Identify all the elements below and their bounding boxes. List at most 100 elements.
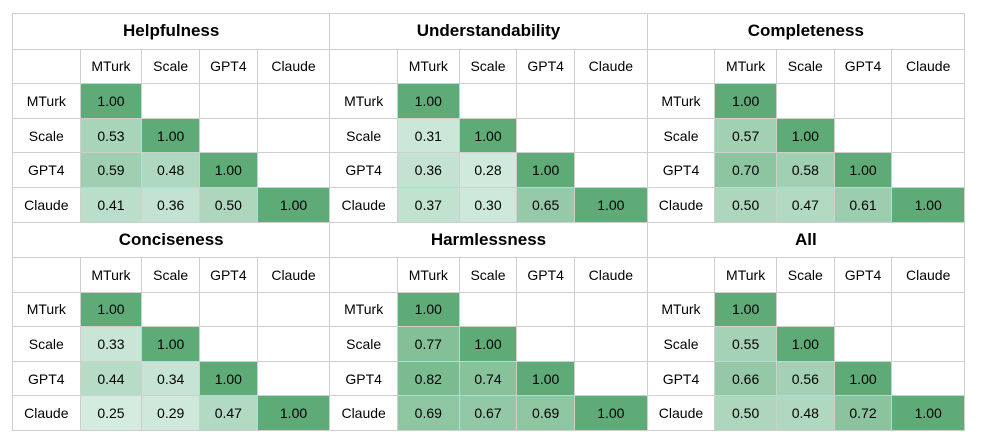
empty-cell [776,292,835,328]
heatmap-cell: 0.47 [776,187,835,223]
empty-cell [575,118,648,154]
column-header: MTurk [397,258,460,293]
column-header: Claude [892,258,965,293]
column-header: MTurk [715,258,777,293]
matrix-title: Completeness [647,14,965,50]
heatmap-cell: 0.30 [459,187,518,223]
heatmap-cell: 1.00 [397,84,460,119]
empty-cell [892,84,965,119]
empty-cell [517,327,576,362]
row-header: Claude [330,187,398,223]
row-header: Claude [330,396,398,431]
empty-cell [892,292,965,328]
heatmap-cell: 0.69 [517,396,576,431]
row-header: GPT4 [330,153,398,188]
empty-cell [200,118,258,154]
row-header: Claude [13,396,81,431]
empty-cell [517,118,576,154]
empty-cell [834,327,893,362]
heatmap-cell: 0.48 [142,153,200,188]
heatmap-cell: 1.00 [892,187,965,223]
heatmap-cell: 0.74 [459,361,518,397]
heatmap-cell: 0.31 [397,118,460,154]
heatmap-cell: 0.65 [517,187,576,223]
heatmap-cell: 0.50 [715,187,777,223]
heatmap-cell: 1.00 [257,187,331,223]
empty-cell [257,118,331,154]
empty-cell [200,292,258,328]
heatmap-cell: 0.69 [397,396,460,431]
heatmap-cell: 1.00 [200,153,258,188]
heatmap-cell: 1.00 [459,327,518,362]
corner-cell [13,258,81,293]
column-header: GPT4 [834,49,893,85]
empty-cell [575,327,648,362]
heatmap-cell: 1.00 [142,118,200,154]
heatmap-cell: 0.59 [80,153,143,188]
heatmap-cell: 1.00 [575,187,648,223]
heatmap-cell: 1.00 [715,292,777,328]
heatmap-cell: 0.58 [776,153,835,188]
column-header: Scale [459,258,518,293]
heatmap-cell: 1.00 [834,361,893,397]
column-header: MTurk [715,49,777,85]
empty-cell [575,84,648,119]
column-header: MTurk [80,258,143,293]
heatmap-cell: 0.72 [834,396,893,431]
heatmap-cell: 1.00 [892,396,965,431]
heatmap-cell: 0.50 [715,396,777,431]
matrix-title: Harmlessness [330,222,648,259]
heatmap-cell: 1.00 [517,361,576,397]
heatmap-cell: 0.36 [142,187,200,223]
empty-cell [257,292,331,328]
column-header: GPT4 [517,49,576,85]
matrix-harmlessness: Harmlessness MTurk Scale GPT4 Claude MTurk 1.0… [330,222,648,431]
corner-cell [647,258,716,293]
row-header: Claude [647,396,716,431]
empty-cell [575,292,648,328]
empty-cell [257,361,331,397]
empty-cell [892,327,965,362]
row-header: Scale [13,118,81,154]
heatmap-cell: 1.00 [776,327,835,362]
column-header: GPT4 [517,258,576,293]
empty-cell [834,84,893,119]
matrix-all: All MTurk Scale GPT4 Claude MTurk 1.00 Scale 0.5… [647,222,965,431]
matrix-title: Conciseness [13,222,331,259]
heatmap-cell: 1.00 [776,118,835,154]
empty-cell [892,118,965,154]
column-header: GPT4 [200,49,258,85]
empty-cell [459,84,518,119]
row-header: MTurk [330,84,398,119]
corner-cell [13,49,81,85]
row-header: GPT4 [13,153,81,188]
row-header: Scale [330,118,398,154]
heatmap-cell: 0.33 [80,327,143,362]
row-header: Scale [647,118,716,154]
column-header: Claude [575,258,648,293]
column-header: Scale [142,258,200,293]
column-header: Claude [575,49,648,85]
empty-cell [834,292,893,328]
row-header: Scale [13,327,81,362]
heatmap-cell: 0.82 [397,361,460,397]
empty-cell [257,84,331,119]
heatmap-cell: 1.00 [142,327,200,362]
empty-cell [200,84,258,119]
corner-cell [330,258,398,293]
heatmap-cell: 0.25 [80,396,143,431]
matrix-helpfulness: Helpfulness MTurk Scale GPT4 Claude MTurk 1.00… [13,14,331,223]
row-header: MTurk [13,292,81,328]
heatmap-cell: 0.34 [142,361,200,397]
empty-cell [142,84,200,119]
heatmap-cell: 0.50 [200,187,258,223]
column-header: GPT4 [200,258,258,293]
heatmap-cell: 0.37 [397,187,460,223]
heatmap-cell: 0.41 [80,187,143,223]
column-header: Scale [776,49,835,85]
empty-cell [257,153,331,188]
heatmap-cell: 1.00 [80,84,143,119]
heatmap-cell: 0.44 [80,361,143,397]
row-header: Claude [13,187,81,223]
row-header: MTurk [330,292,398,328]
